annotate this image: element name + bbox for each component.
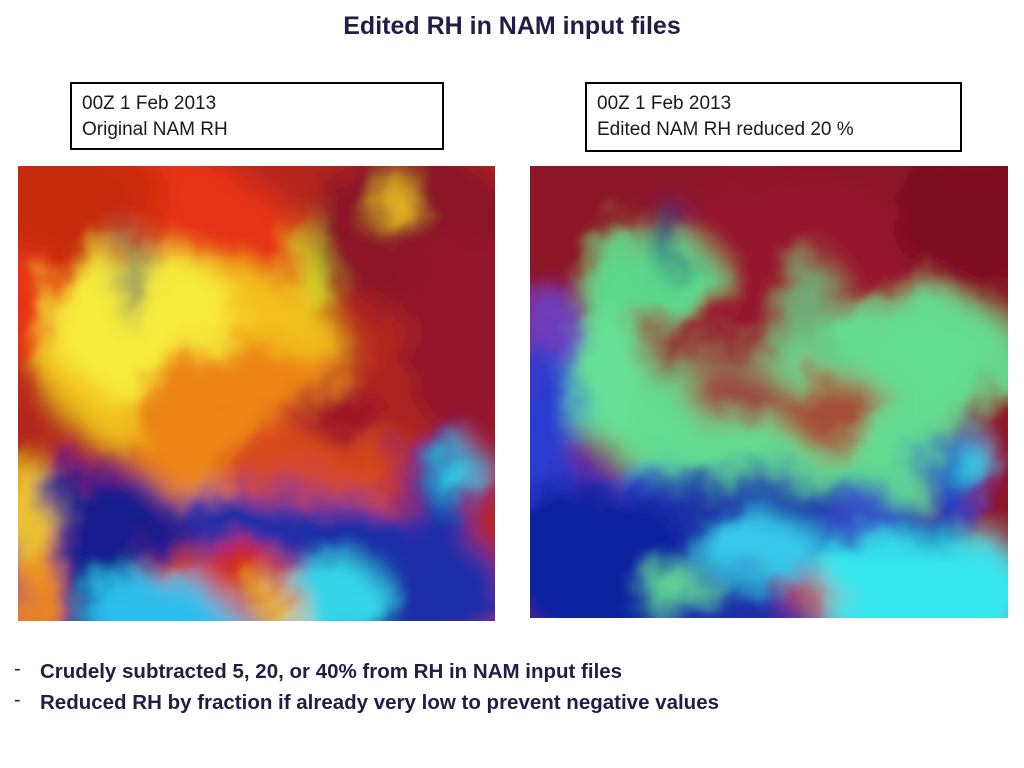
caption-date-right: 00Z 1 Feb 2013 (597, 93, 732, 114)
bullet-text-2: Reduced RH by fraction if already very l… (40, 691, 719, 715)
caption-label-right: Edited NAM RH reduced 20 % (597, 119, 854, 141)
rh-map-original (18, 166, 495, 621)
bullet-marker: - (14, 689, 21, 712)
rh-map-original-art (18, 166, 495, 621)
caption-box-edited: 00Z 1 Feb 2013 Edited NAM RH reduced 20 … (585, 82, 962, 152)
bullet-list: - Crudely subtracted 5, 20, or 40% from … (10, 658, 1010, 720)
bullet-marker: - (14, 658, 21, 680)
rh-map-edited-art (530, 166, 1008, 618)
bullet-item: - Crudely subtracted 5, 20, or 40% from … (10, 658, 1010, 685)
rh-map-edited (530, 166, 1008, 618)
caption-box-original: 00Z 1 Feb 2013 Original NAM RH (70, 82, 444, 150)
page-title: Edited RH in NAM input files (343, 12, 681, 40)
bullet-text-1: Crudely subtracted 5, 20, or 40% from RH… (40, 660, 623, 683)
bullet-item: - Reduced RH by fraction if already very… (10, 689, 1010, 716)
caption-label-left: Original NAM RH (82, 119, 228, 141)
caption-date-left: 00Z 1 Feb 2013 (82, 93, 217, 114)
